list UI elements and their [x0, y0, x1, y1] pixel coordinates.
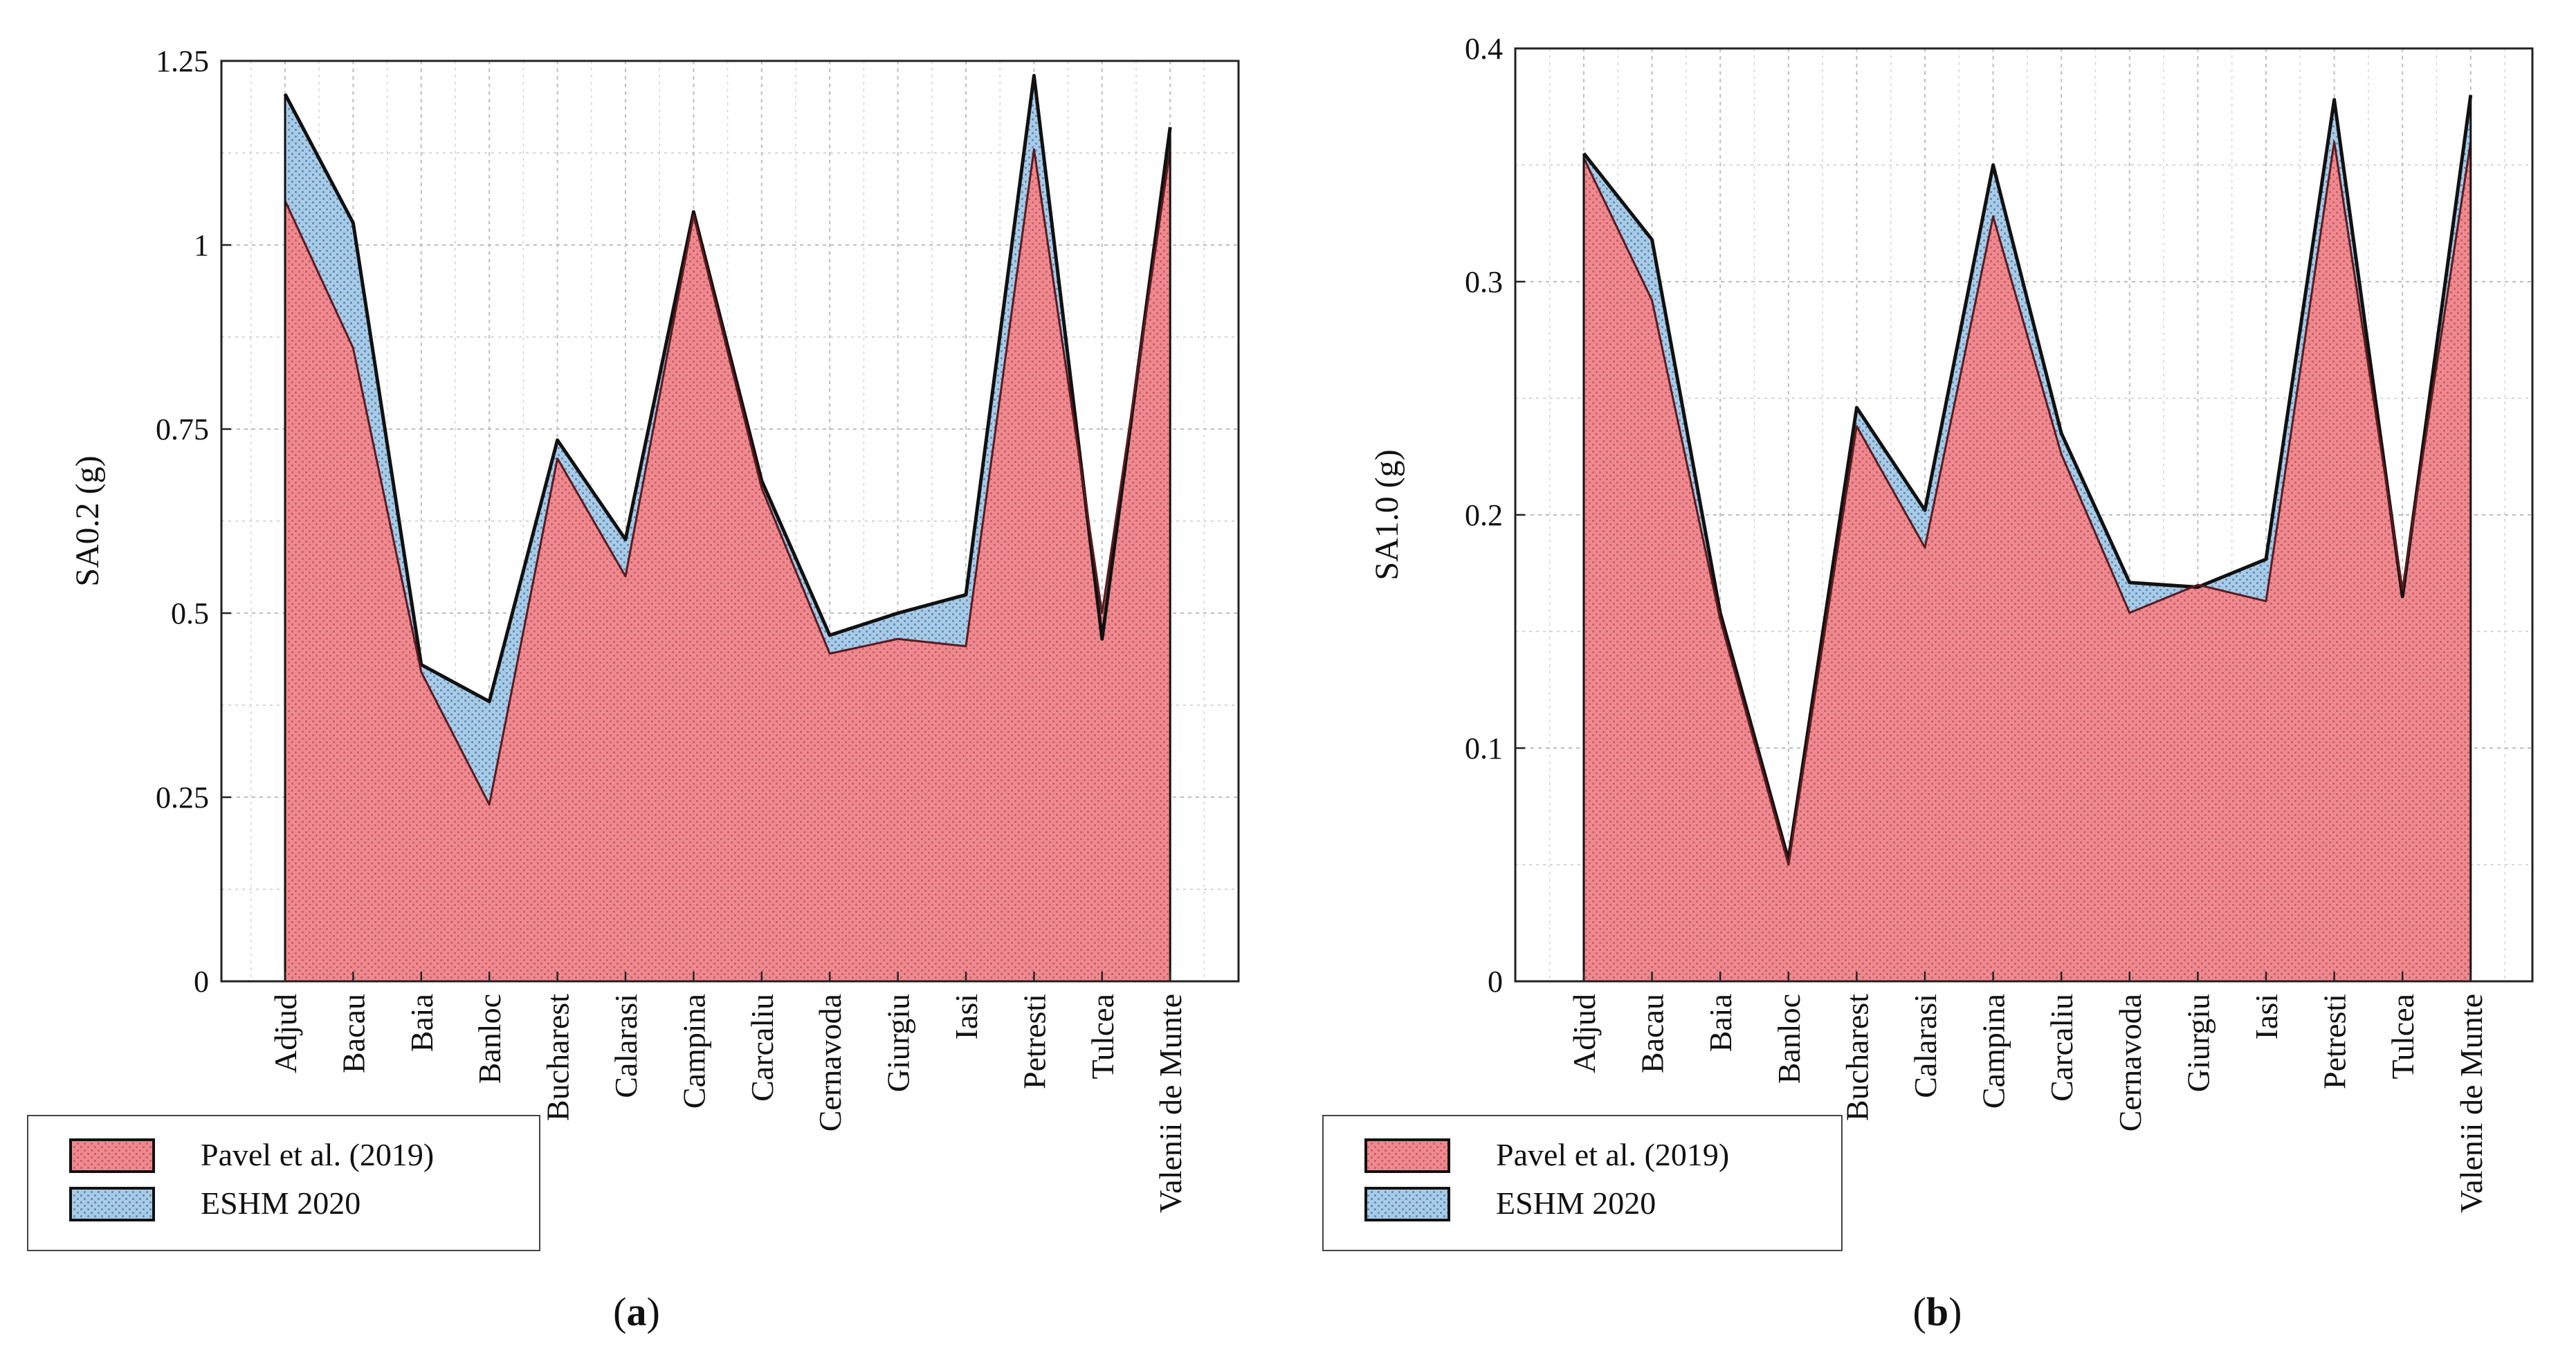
panel-caption-a: (a)	[613, 1289, 660, 1334]
y-tick-label: 0.1	[1465, 731, 1503, 765]
legend-label-pavel-et-al-2019: Pavel et al. (2019)	[201, 1137, 434, 1172]
y-tick-label: 1	[194, 228, 209, 262]
y-tick-label: 0.3	[1465, 265, 1503, 299]
x-tick-label-giurgiu: Giurgiu	[2180, 994, 2216, 1092]
line-pavel-et-al-2019	[284, 148, 1171, 806]
y-tick-label: 0.5	[171, 597, 209, 630]
x-tick-label-campina: Campina	[1976, 994, 2011, 1109]
x-tick-label-petresti: Petresti	[1016, 994, 1052, 1089]
y-tick-labels-b: 0 0.1 0.2 0.3 0.4	[1465, 32, 1525, 999]
x-tick-label-carcaliu: Carcaliu	[2044, 994, 2079, 1102]
x-tick-label-banloc: Banloc	[472, 994, 507, 1084]
y-tick-label: 0.25	[156, 781, 209, 815]
legend-swatch-pavel-et-al-2019	[69, 1138, 155, 1173]
chart-panel-b: 0 0.1 0.2 0.3 0.4 Adjud Bacau Baia Banloc Buchar…	[1322, 32, 2534, 1334]
area-pavel-et-al-2019	[1584, 141, 2471, 981]
x-tick-label-bucharest: Bucharest	[1839, 994, 1874, 1121]
x-tick-label-adjud: Adjud	[1566, 994, 1602, 1073]
x-tick-label-bacau: Bacau	[1635, 994, 1670, 1073]
legend-label-eshm-2020: ESHM 2020	[201, 1185, 360, 1221]
series-lines-b	[1582, 95, 2473, 981]
x-tick-label-baia: Baia	[1703, 994, 1738, 1052]
y-axis-title-b: SA1.0 (g)	[1369, 449, 1405, 580]
y-tick-label: 1.25	[156, 44, 209, 78]
y-tick-label: 0.4	[1465, 32, 1503, 66]
x-tick-label-valenii-de-munte: Valenii de Munte	[1153, 994, 1188, 1213]
legend-swatch-eshm-2020	[1364, 1187, 1450, 1221]
x-tick-labels-a: Adjud Bacau Baia Banloc Bucharest Calarasi Cam…	[268, 972, 1188, 1213]
area-pavel-et-al-2019	[285, 149, 1171, 982]
y-tick-label: 0	[1488, 965, 1503, 999]
x-tick-label-iasi: Iasi	[2249, 994, 2284, 1039]
y-axis-title-a: SA0.2 (g)	[69, 455, 106, 586]
x-tick-label-baia: Baia	[404, 994, 439, 1052]
x-tick-label-campina: Campina	[676, 994, 711, 1109]
x-tick-label-banloc: Banloc	[1771, 994, 1807, 1084]
x-tick-label-calarasi: Calarasi	[1908, 994, 1943, 1098]
legend-box	[1322, 1115, 1843, 1251]
x-tick-label-valenii-de-munte: Valenii de Munte	[2454, 994, 2489, 1213]
legend-b: Pavel et al. (2019) ESHM 2020	[1322, 1115, 1843, 1251]
legend-label-pavel-et-al-2019: Pavel et al. (2019)	[1496, 1137, 1729, 1172]
x-tick-label-tulcea: Tulcea	[2385, 994, 2420, 1080]
x-tick-label-giurgiu: Giurgiu	[881, 994, 916, 1092]
legend-a: Pavel et al. (2019) ESHM 2020	[27, 1115, 540, 1251]
line-pavel-et-al-2019	[1582, 140, 2472, 866]
legend-box	[27, 1115, 540, 1251]
x-tick-label-bacau: Bacau	[336, 994, 371, 1073]
y-tick-labels-a: 0 0.25 0.5 0.75 1 1.25	[156, 44, 231, 999]
chart-panel-a: 0 0.25 0.5 0.75 1 1.25 Adjud Bacau Baia Banloc Bu…	[27, 44, 1240, 1334]
x-tick-labels-b: Adjud Bacau Baia Banloc Bucharest Calarasi Cam…	[1566, 972, 2489, 1213]
x-tick-label-iasi: Iasi	[949, 994, 984, 1039]
x-tick-label-cernavoda: Cernavoda	[812, 994, 848, 1131]
y-tick-label: 0.2	[1465, 498, 1503, 532]
plot-frame-a	[220, 60, 1240, 983]
line-eshm-2020	[283, 73, 1172, 704]
x-tick-label-adjud: Adjud	[268, 994, 303, 1073]
x-tick-label-carcaliu: Carcaliu	[745, 994, 780, 1102]
y-tick-label: 0	[194, 965, 209, 999]
x-tick-label-petresti: Petresti	[2317, 994, 2353, 1089]
line-eshm-2020	[1582, 95, 2473, 862]
series-areas-a	[285, 75, 1171, 982]
panel-caption-b: (b)	[1913, 1289, 1962, 1334]
legend-swatch-eshm-2020	[69, 1187, 155, 1221]
x-tick-label-bucharest: Bucharest	[540, 994, 576, 1121]
legend-label-eshm-2020: ESHM 2020	[1496, 1185, 1656, 1221]
legend-swatch-pavel-et-al-2019	[1364, 1138, 1450, 1173]
y-tick-label: 0.75	[156, 412, 209, 446]
x-tick-label-cernavoda: Cernavoda	[2112, 994, 2148, 1131]
series-lines-a	[283, 73, 1172, 981]
x-tick-label-calarasi: Calarasi	[608, 994, 643, 1098]
x-tick-label-tulcea: Tulcea	[1085, 994, 1120, 1080]
